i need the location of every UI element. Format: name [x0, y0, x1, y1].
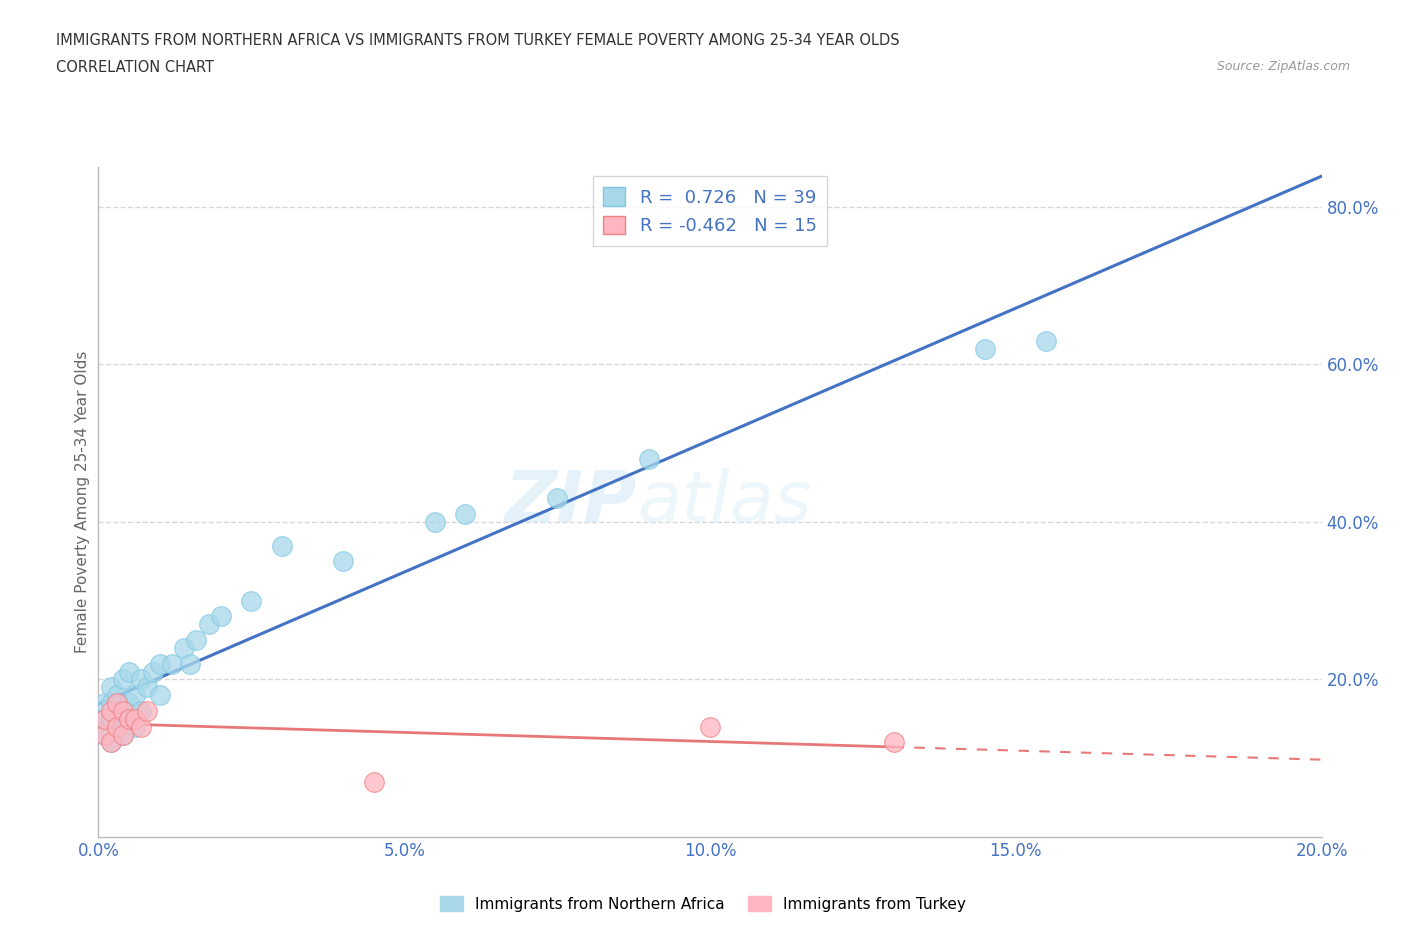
Legend: R =  0.726   N = 39, R = -0.462   N = 15: R = 0.726 N = 39, R = -0.462 N = 15 [593, 177, 827, 246]
Legend: Immigrants from Northern Africa, Immigrants from Turkey: Immigrants from Northern Africa, Immigra… [434, 889, 972, 918]
Point [111, 727, 134, 742]
Point [100, 696, 122, 711]
Point [93, 711, 115, 726]
Text: ZIP: ZIP [505, 468, 637, 537]
Point [332, 554, 354, 569]
Point [136, 703, 159, 718]
Point [974, 341, 997, 356]
Point [100, 711, 122, 726]
Point [105, 703, 128, 718]
Point [1035, 333, 1057, 348]
Point [118, 711, 141, 726]
Point [118, 696, 141, 711]
Point [111, 672, 134, 687]
Point [129, 719, 152, 734]
Point [118, 711, 141, 726]
Point [93, 727, 115, 742]
Point [105, 688, 128, 703]
Point [100, 703, 122, 718]
Point [100, 680, 122, 695]
Point [363, 775, 385, 790]
Point [454, 507, 477, 522]
Point [186, 632, 208, 647]
Point [111, 703, 134, 718]
Point [423, 514, 446, 529]
Point [124, 688, 146, 703]
Point [173, 641, 195, 656]
Text: CORRELATION CHART: CORRELATION CHART [56, 60, 214, 75]
Point [124, 711, 146, 726]
Text: IMMIGRANTS FROM NORTHERN AFRICA VS IMMIGRANTS FROM TURKEY FEMALE POVERTY AMONG 2: IMMIGRANTS FROM NORTHERN AFRICA VS IMMIG… [56, 33, 900, 47]
Point [129, 703, 152, 718]
Point [546, 491, 568, 506]
Point [93, 711, 115, 726]
Point [105, 719, 128, 734]
Point [270, 538, 292, 553]
Point [179, 657, 201, 671]
Point [637, 451, 661, 466]
Point [136, 680, 159, 695]
Point [105, 696, 128, 711]
Point [240, 593, 263, 608]
Point [129, 672, 152, 687]
Point [160, 657, 183, 671]
Point [111, 727, 134, 742]
Point [883, 735, 905, 750]
Point [93, 696, 115, 711]
Point [149, 657, 172, 671]
Point [111, 703, 134, 718]
Y-axis label: Female Poverty Among 25-34 Year Olds: Female Poverty Among 25-34 Year Olds [75, 351, 90, 654]
Point [105, 719, 128, 734]
Point [149, 688, 172, 703]
Point [93, 727, 115, 742]
Point [142, 664, 165, 679]
Point [197, 617, 219, 631]
Text: atlas: atlas [637, 468, 811, 537]
Point [209, 609, 232, 624]
Point [118, 664, 141, 679]
Text: Source: ZipAtlas.com: Source: ZipAtlas.com [1216, 60, 1350, 73]
Point [100, 735, 122, 750]
Point [699, 719, 721, 734]
Point [124, 719, 146, 734]
Point [100, 735, 122, 750]
